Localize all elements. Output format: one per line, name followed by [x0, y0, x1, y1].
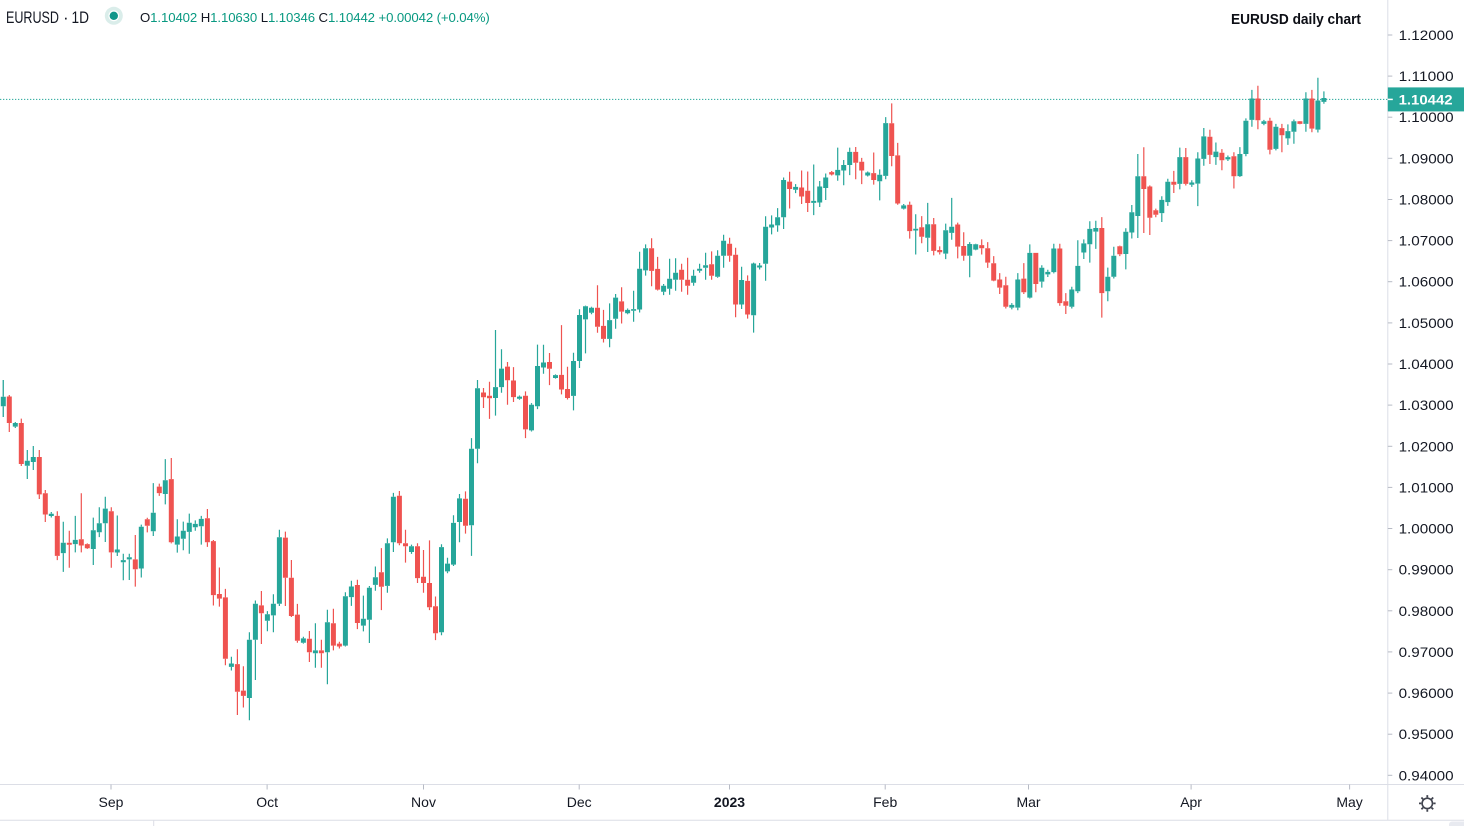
svg-text:1.02000: 1.02000 — [1399, 438, 1454, 454]
svg-text:1.11000: 1.11000 — [1399, 68, 1454, 84]
svg-text:EURUSD: EURUSD — [6, 8, 59, 27]
svg-text:·: · — [63, 8, 69, 27]
svg-text:Sep: Sep — [99, 794, 124, 810]
svg-text:1.06000: 1.06000 — [1399, 274, 1454, 290]
svg-text:1.08000: 1.08000 — [1399, 192, 1454, 208]
svg-text:0.97000: 0.97000 — [1399, 644, 1454, 660]
svg-text:1.00000: 1.00000 — [1399, 521, 1454, 537]
svg-text:1.07000: 1.07000 — [1399, 233, 1454, 249]
svg-text:0.94000: 0.94000 — [1399, 767, 1454, 783]
svg-text:1.05000: 1.05000 — [1399, 315, 1454, 331]
svg-text:1.04000: 1.04000 — [1399, 356, 1454, 372]
svg-text:0.95000: 0.95000 — [1399, 726, 1454, 742]
svg-text:2023: 2023 — [714, 794, 745, 810]
svg-text:EURUSD daily chart: EURUSD daily chart — [1231, 11, 1361, 28]
svg-text:Nov: Nov — [411, 794, 436, 810]
svg-text:Dec: Dec — [567, 794, 592, 810]
svg-text:1.09000: 1.09000 — [1399, 150, 1454, 166]
svg-text:1.12000: 1.12000 — [1399, 27, 1454, 43]
svg-text:O1.10402 H1.10630 L1.10346 C1.: O1.10402 H1.10630 L1.10346 C1.10442 +0.0… — [140, 10, 490, 25]
svg-text:1.03000: 1.03000 — [1399, 397, 1454, 413]
svg-text:0.98000: 0.98000 — [1399, 603, 1454, 619]
svg-text:Feb: Feb — [873, 794, 897, 810]
svg-text:1.01000: 1.01000 — [1399, 479, 1454, 495]
svg-text:May: May — [1336, 794, 1362, 810]
svg-text:1.10000: 1.10000 — [1399, 109, 1454, 125]
svg-text:0.99000: 0.99000 — [1399, 562, 1454, 578]
svg-text:1.10442: 1.10442 — [1399, 91, 1453, 107]
svg-text:1D: 1D — [72, 8, 90, 27]
svg-text:Apr: Apr — [1180, 794, 1202, 810]
svg-text:Oct: Oct — [256, 794, 278, 810]
svg-text:0.96000: 0.96000 — [1399, 685, 1454, 701]
svg-text:Mar: Mar — [1016, 794, 1040, 810]
